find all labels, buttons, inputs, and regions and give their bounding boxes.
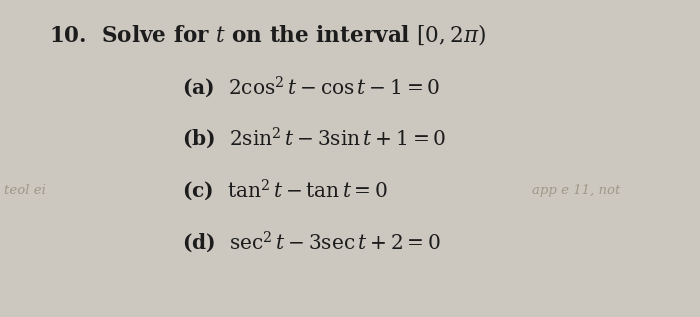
Text: (c)  $\tan^2 t - \tan t = 0$: (c) $\tan^2 t - \tan t = 0$ bbox=[182, 178, 388, 203]
Text: app e 11, not: app e 11, not bbox=[532, 184, 620, 197]
Text: teol ei: teol ei bbox=[4, 184, 46, 197]
Text: (b)  $2\sin^2 t - 3\sin t + 1 = 0$: (b) $2\sin^2 t - 3\sin t + 1 = 0$ bbox=[182, 125, 446, 151]
Text: 10.  Solve for $t$ on the interval $[0, 2\pi)$: 10. Solve for $t$ on the interval $[0, 2… bbox=[49, 22, 486, 47]
Text: (d)  $\sec^2 t - 3\sec t + 2 = 0$: (d) $\sec^2 t - 3\sec t + 2 = 0$ bbox=[182, 230, 441, 255]
Text: (a)  $2\cos^2 t - \cos t - 1 = 0$: (a) $2\cos^2 t - \cos t - 1 = 0$ bbox=[182, 74, 440, 100]
